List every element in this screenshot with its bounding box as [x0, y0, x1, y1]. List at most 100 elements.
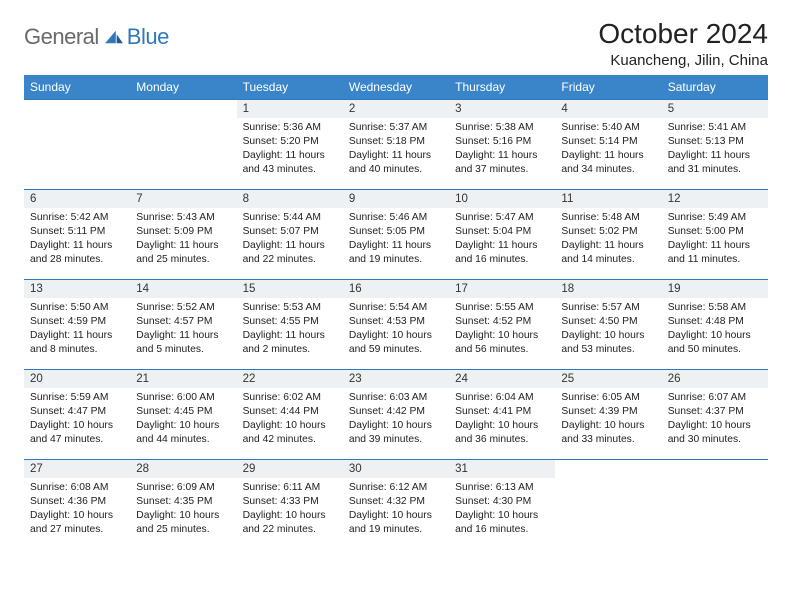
daylight-text: Daylight: 11 hours and 40 minutes.: [349, 149, 443, 177]
daylight-text: Daylight: 10 hours and 33 minutes.: [561, 419, 655, 447]
day-number-cell: 26: [662, 370, 768, 389]
day-content-cell: Sunrise: 6:07 AMSunset: 4:37 PMDaylight:…: [662, 388, 768, 460]
sunset-text: Sunset: 4:41 PM: [455, 405, 549, 419]
day-content-cell: Sunrise: 5:40 AMSunset: 5:14 PMDaylight:…: [555, 118, 661, 190]
day-number-cell: 22: [237, 370, 343, 389]
daylight-text: Daylight: 11 hours and 14 minutes.: [561, 239, 655, 267]
sunset-text: Sunset: 5:20 PM: [243, 135, 337, 149]
day-content-cell: Sunrise: 5:38 AMSunset: 5:16 PMDaylight:…: [449, 118, 555, 190]
day-number-cell: 5: [662, 100, 768, 119]
sunrise-text: Sunrise: 5:36 AM: [243, 121, 337, 135]
day-content-cell: [24, 118, 130, 190]
daylight-text: Daylight: 10 hours and 56 minutes.: [455, 329, 549, 357]
sunset-text: Sunset: 4:48 PM: [668, 315, 762, 329]
sunset-text: Sunset: 5:00 PM: [668, 225, 762, 239]
day-header: Friday: [555, 75, 661, 100]
sunset-text: Sunset: 5:18 PM: [349, 135, 443, 149]
day-number-cell: 19: [662, 280, 768, 299]
daylight-text: Daylight: 11 hours and 34 minutes.: [561, 149, 655, 177]
sunset-text: Sunset: 4:30 PM: [455, 495, 549, 509]
day-number-cell: 17: [449, 280, 555, 299]
day-number-cell: 13: [24, 280, 130, 299]
sunset-text: Sunset: 4:47 PM: [30, 405, 124, 419]
day-number-row: 13141516171819: [24, 280, 768, 299]
daylight-text: Daylight: 11 hours and 16 minutes.: [455, 239, 549, 267]
sunrise-text: Sunrise: 5:42 AM: [30, 211, 124, 225]
sunrise-text: Sunrise: 6:09 AM: [136, 481, 230, 495]
day-number-cell: 8: [237, 190, 343, 209]
day-header: Sunday: [24, 75, 130, 100]
day-number-cell: 15: [237, 280, 343, 299]
daylight-text: Daylight: 10 hours and 30 minutes.: [668, 419, 762, 447]
day-header: Saturday: [662, 75, 768, 100]
daylight-text: Daylight: 10 hours and 39 minutes.: [349, 419, 443, 447]
daylight-text: Daylight: 11 hours and 43 minutes.: [243, 149, 337, 177]
day-content-cell: Sunrise: 6:03 AMSunset: 4:42 PMDaylight:…: [343, 388, 449, 460]
day-number-cell: 28: [130, 460, 236, 479]
daylight-text: Daylight: 10 hours and 53 minutes.: [561, 329, 655, 357]
day-number-cell: 14: [130, 280, 236, 299]
sunrise-text: Sunrise: 6:04 AM: [455, 391, 549, 405]
sunset-text: Sunset: 4:33 PM: [243, 495, 337, 509]
day-content-cell: Sunrise: 6:13 AMSunset: 4:30 PMDaylight:…: [449, 478, 555, 549]
day-content-cell: Sunrise: 6:02 AMSunset: 4:44 PMDaylight:…: [237, 388, 343, 460]
day-number-cell: 27: [24, 460, 130, 479]
day-number-cell: 20: [24, 370, 130, 389]
day-content-row: Sunrise: 6:08 AMSunset: 4:36 PMDaylight:…: [24, 478, 768, 549]
day-number-cell: 23: [343, 370, 449, 389]
day-number-cell: 1: [237, 100, 343, 119]
sunrise-text: Sunrise: 5:40 AM: [561, 121, 655, 135]
sunset-text: Sunset: 4:36 PM: [30, 495, 124, 509]
sunrise-text: Sunrise: 5:58 AM: [668, 301, 762, 315]
daylight-text: Daylight: 10 hours and 59 minutes.: [349, 329, 443, 357]
day-number-cell: 10: [449, 190, 555, 209]
day-content-cell: Sunrise: 5:42 AMSunset: 5:11 PMDaylight:…: [24, 208, 130, 280]
day-number-cell: 6: [24, 190, 130, 209]
daylight-text: Daylight: 10 hours and 42 minutes.: [243, 419, 337, 447]
day-content-cell: Sunrise: 5:53 AMSunset: 4:55 PMDaylight:…: [237, 298, 343, 370]
day-content-cell: Sunrise: 5:59 AMSunset: 4:47 PMDaylight:…: [24, 388, 130, 460]
sunrise-text: Sunrise: 5:53 AM: [243, 301, 337, 315]
sunset-text: Sunset: 5:05 PM: [349, 225, 443, 239]
day-content-cell: Sunrise: 5:52 AMSunset: 4:57 PMDaylight:…: [130, 298, 236, 370]
day-content-cell: Sunrise: 6:00 AMSunset: 4:45 PMDaylight:…: [130, 388, 236, 460]
sunset-text: Sunset: 4:55 PM: [243, 315, 337, 329]
sunset-text: Sunset: 5:02 PM: [561, 225, 655, 239]
day-number-cell: [555, 460, 661, 479]
day-content-cell: Sunrise: 5:55 AMSunset: 4:52 PMDaylight:…: [449, 298, 555, 370]
day-content-cell: Sunrise: 5:43 AMSunset: 5:09 PMDaylight:…: [130, 208, 236, 280]
sunrise-text: Sunrise: 6:00 AM: [136, 391, 230, 405]
sunset-text: Sunset: 4:53 PM: [349, 315, 443, 329]
day-content-row: Sunrise: 5:59 AMSunset: 4:47 PMDaylight:…: [24, 388, 768, 460]
day-number-row: 12345: [24, 100, 768, 119]
day-header: Tuesday: [237, 75, 343, 100]
day-number-cell: 29: [237, 460, 343, 479]
daylight-text: Daylight: 10 hours and 44 minutes.: [136, 419, 230, 447]
day-content-cell: Sunrise: 5:54 AMSunset: 4:53 PMDaylight:…: [343, 298, 449, 370]
day-content-cell: [555, 478, 661, 549]
day-number-cell: 12: [662, 190, 768, 209]
sunset-text: Sunset: 4:32 PM: [349, 495, 443, 509]
day-number-cell: 3: [449, 100, 555, 119]
brand-text-general: General: [24, 24, 99, 50]
sunrise-text: Sunrise: 5:44 AM: [243, 211, 337, 225]
daylight-text: Daylight: 10 hours and 36 minutes.: [455, 419, 549, 447]
sunrise-text: Sunrise: 6:13 AM: [455, 481, 549, 495]
sunrise-text: Sunrise: 5:37 AM: [349, 121, 443, 135]
day-content-cell: [662, 478, 768, 549]
calendar-table: Sunday Monday Tuesday Wednesday Thursday…: [24, 75, 768, 549]
day-number-cell: [662, 460, 768, 479]
daylight-text: Daylight: 11 hours and 11 minutes.: [668, 239, 762, 267]
daylight-text: Daylight: 11 hours and 37 minutes.: [455, 149, 549, 177]
sunset-text: Sunset: 4:39 PM: [561, 405, 655, 419]
day-header: Monday: [130, 75, 236, 100]
day-number-cell: 25: [555, 370, 661, 389]
daylight-text: Daylight: 11 hours and 22 minutes.: [243, 239, 337, 267]
day-content-cell: Sunrise: 6:08 AMSunset: 4:36 PMDaylight:…: [24, 478, 130, 549]
sunset-text: Sunset: 5:14 PM: [561, 135, 655, 149]
sunset-text: Sunset: 4:37 PM: [668, 405, 762, 419]
sunset-text: Sunset: 5:09 PM: [136, 225, 230, 239]
day-content-cell: Sunrise: 6:11 AMSunset: 4:33 PMDaylight:…: [237, 478, 343, 549]
sunrise-text: Sunrise: 5:38 AM: [455, 121, 549, 135]
day-content-cell: Sunrise: 6:04 AMSunset: 4:41 PMDaylight:…: [449, 388, 555, 460]
